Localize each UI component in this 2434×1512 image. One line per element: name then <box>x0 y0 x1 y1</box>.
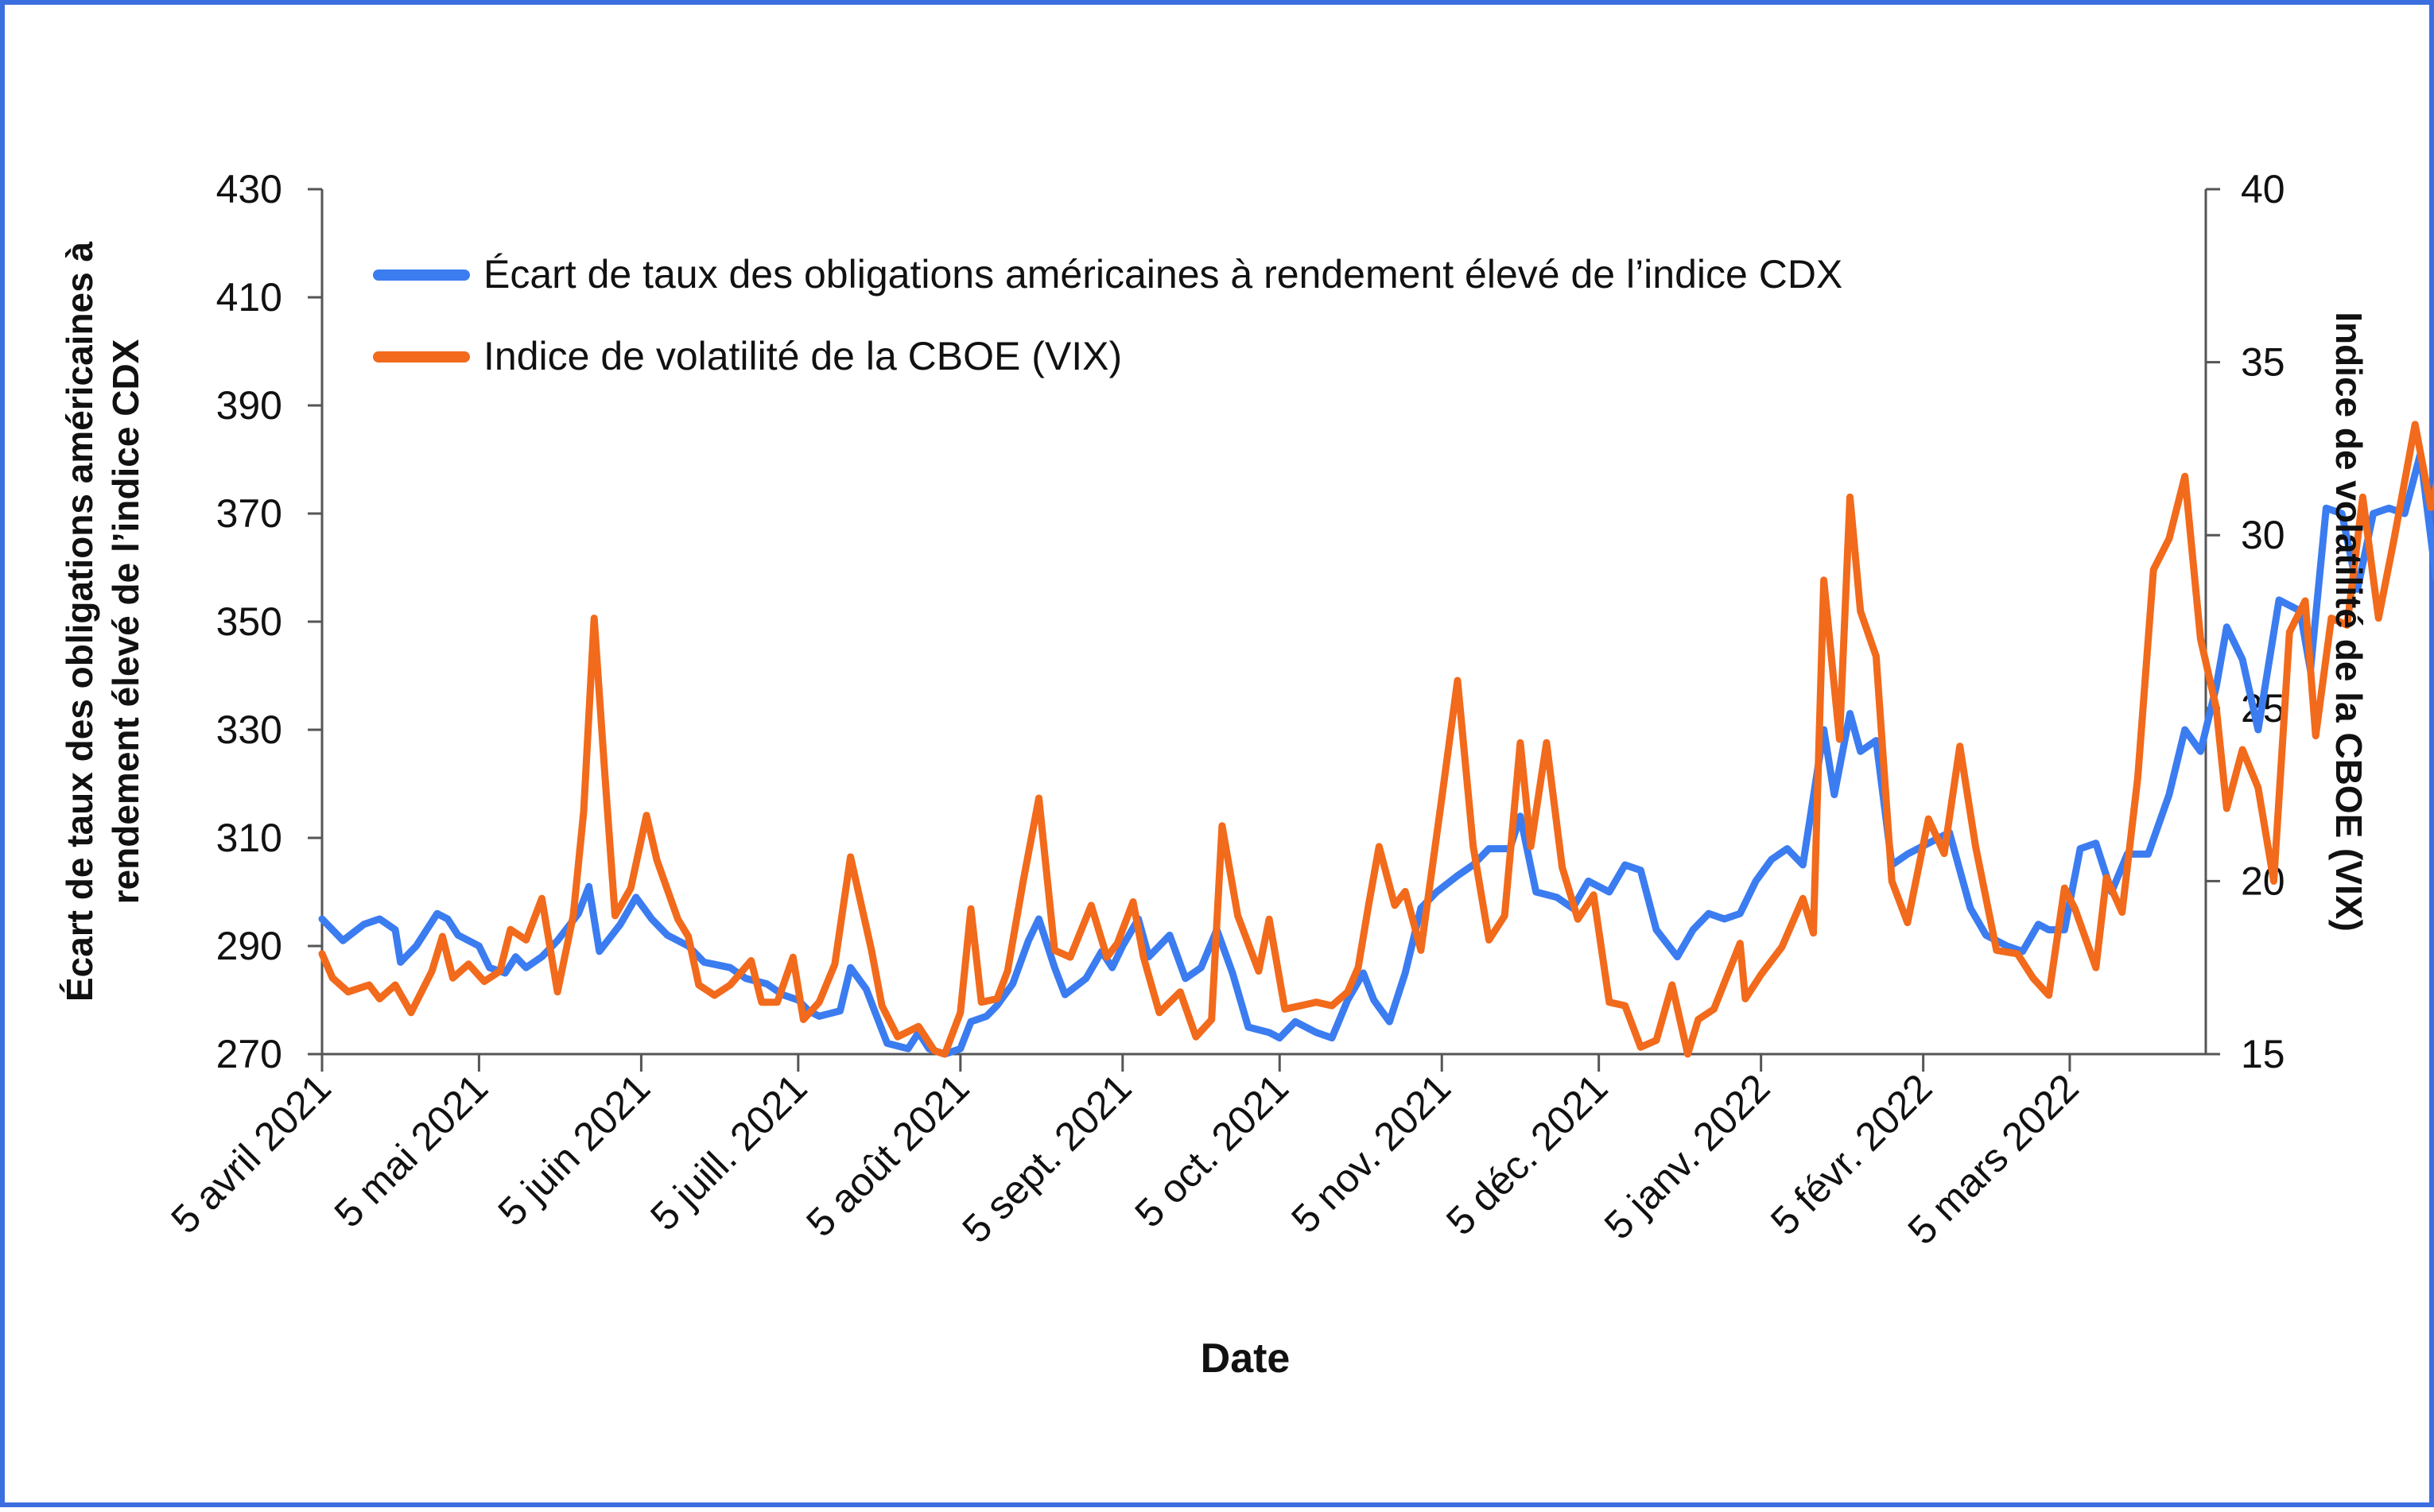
left-tick-label: 270 <box>216 1032 282 1076</box>
right-tick-label: 35 <box>2241 340 2285 385</box>
legend-label-cdx: Écart de taux des obligations américaine… <box>483 252 1842 297</box>
legend-label-vix: Indice de volatilité de la CBOE (VIX) <box>483 334 1122 378</box>
x-tick-label: 5 juin 2021 <box>490 1065 659 1235</box>
x-tick-label: 5 juill. 2021 <box>642 1065 815 1239</box>
x-tick-label: 5 mai 2021 <box>326 1065 497 1236</box>
series-layer <box>318 421 2434 1058</box>
left-tick-label: 310 <box>216 816 282 860</box>
x-tick-label: 5 oct. 2021 <box>1126 1065 1297 1236</box>
x-tick-label: 5 avril 2021 <box>162 1065 339 1242</box>
right-tick-label: 40 <box>2241 167 2285 211</box>
x-tick-label: 5 janv. 2022 <box>1596 1065 1779 1248</box>
series-line-vix <box>318 421 2434 1058</box>
left-axis-title-line1: Écart de taux des obligations américaine… <box>59 242 100 1002</box>
left-tick-label: 290 <box>216 924 282 968</box>
left-axis-title-line2: rendement élevé de l’indice CDX <box>105 339 146 904</box>
x-tick-label: 5 août 2021 <box>798 1065 977 1245</box>
left-axis-title: Écart de taux des obligations américaine… <box>59 242 146 1002</box>
x-tick-label: 5 sept. 2021 <box>953 1065 1139 1251</box>
x-tick-label: 5 déc. 2021 <box>1438 1065 1616 1243</box>
series-line-cdx <box>318 450 2434 1058</box>
right-tick-label: 20 <box>2241 859 2285 903</box>
x-axis-title: Date <box>1201 1336 1291 1382</box>
left-tick-label: 410 <box>216 275 282 320</box>
left-tick-label: 430 <box>216 167 282 211</box>
left-tick-label: 330 <box>216 708 282 752</box>
left-axis-ticks: 270 290 310 330 350 370 390 410 430 <box>216 167 322 1076</box>
right-axis-title-text: Indice de volatilité de la CBOE (VIX) <box>2328 312 2370 932</box>
right-tick-label: 15 <box>2241 1032 2285 1076</box>
axes <box>320 189 2207 1056</box>
x-tick-label: 5 nov. 2021 <box>1283 1065 1459 1242</box>
left-tick-label: 350 <box>216 599 282 644</box>
left-tick-label: 390 <box>216 383 282 428</box>
right-tick-label: 30 <box>2241 513 2285 557</box>
legend: Écart de taux des obligations américaine… <box>373 252 1842 378</box>
left-tick-label: 370 <box>216 491 282 536</box>
right-axis-title: Indice de volatilité de la CBOE (VIX) <box>2328 312 2370 932</box>
